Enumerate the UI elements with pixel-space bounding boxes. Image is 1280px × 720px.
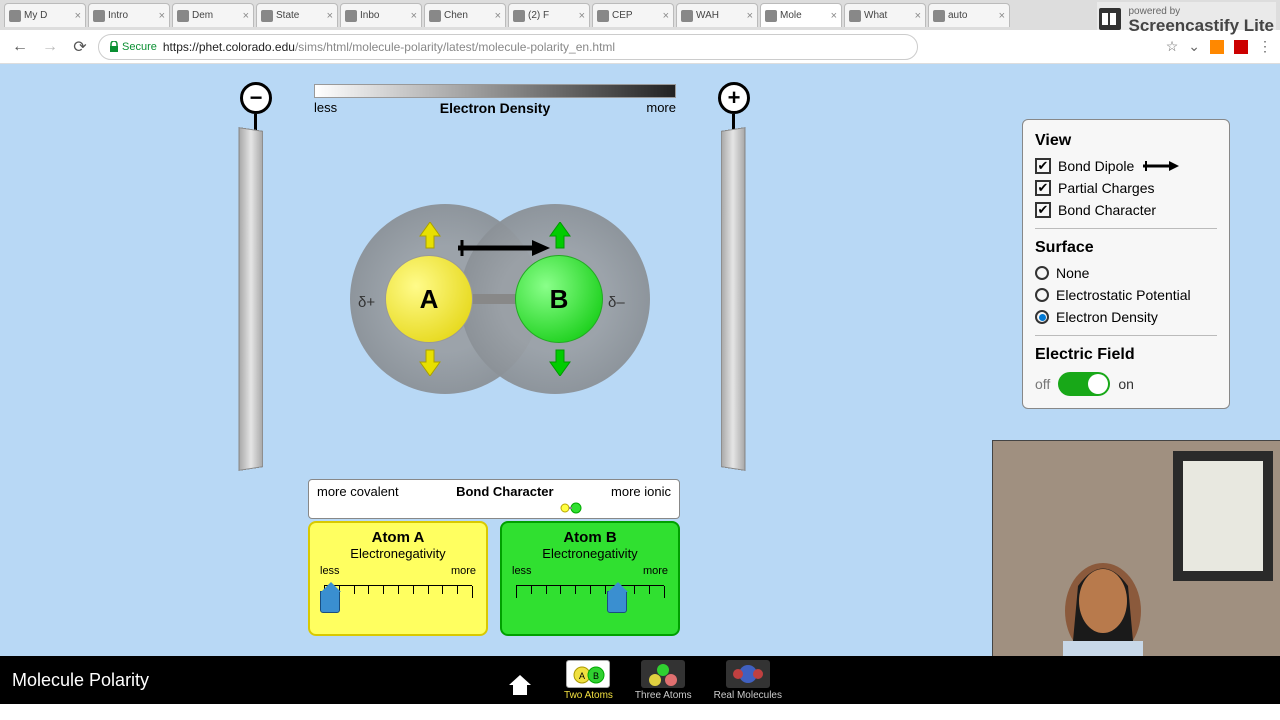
ef-on-label: on [1118, 376, 1134, 392]
atom-b-en-slider[interactable] [607, 591, 627, 613]
star-icon[interactable]: ☆ [1166, 38, 1179, 55]
browser-tab[interactable]: WAH× [676, 3, 758, 27]
svg-text:B: B [593, 671, 599, 681]
three-atoms-tab[interactable]: Three Atoms [635, 660, 692, 701]
ef-heading: Electric Field [1035, 346, 1217, 364]
view-heading: View [1035, 132, 1217, 150]
delta-minus: δ– [608, 294, 625, 311]
atom-a-en-slider[interactable] [320, 591, 340, 613]
close-tab-icon[interactable]: × [576, 10, 585, 22]
browser-tab[interactable]: (2) F× [508, 3, 590, 27]
force-arrow-up-icon [548, 222, 572, 250]
bond-character-bar: more covalent Bond Character more ionic [308, 479, 680, 519]
menu-icon[interactable]: ⋮ [1258, 38, 1272, 55]
two-atoms-tab[interactable]: AB Two Atoms [564, 660, 613, 701]
electric-field-toggle[interactable] [1058, 372, 1110, 396]
browser-tab[interactable]: CEP× [592, 3, 674, 27]
close-tab-icon[interactable]: × [156, 10, 165, 22]
browser-tab[interactable]: What× [844, 3, 926, 27]
close-tab-icon[interactable]: × [492, 10, 501, 22]
browser-tab[interactable]: Mole× [760, 3, 842, 27]
delta-plus: δ+ [358, 294, 375, 311]
browser-tab[interactable]: State× [256, 3, 338, 27]
url-path: /sims/html/molecule-polarity/latest/mole… [295, 40, 615, 54]
force-arrow-up-icon [418, 222, 442, 250]
atom-a-title: Atom A [316, 529, 480, 546]
force-arrow-down-icon [418, 348, 442, 376]
surface-ed-radio[interactable]: Electron Density [1035, 309, 1217, 325]
address-bar: ← → ⟳ Secure https://phet.colorado.edu/s… [0, 30, 1280, 64]
ext1-icon[interactable] [1210, 40, 1224, 54]
left-plate[interactable] [239, 127, 263, 471]
home-button[interactable] [498, 671, 542, 701]
browser-tab[interactable]: My D× [4, 3, 86, 27]
close-tab-icon[interactable]: × [240, 10, 249, 22]
pocket-icon[interactable]: ⌄ [1188, 38, 1200, 55]
positive-terminal: + [718, 82, 750, 114]
browser-tab[interactable]: Inbo× [340, 3, 422, 27]
secure-indicator: Secure [109, 41, 157, 53]
browser-tab[interactable]: auto× [928, 3, 1010, 27]
bc-title: Bond Character [456, 484, 554, 499]
screencastify-watermark: powered by Screencastify Lite [1097, 2, 1276, 36]
real-molecules-tab[interactable]: Real Molecules [714, 660, 782, 701]
negative-terminal: − [240, 82, 272, 114]
bc-indicator-icon [559, 502, 583, 514]
sim-title: Molecule Polarity [12, 670, 149, 691]
controls-panel: View ✔Bond Dipole ✔Partial Charges ✔Bond… [1022, 119, 1230, 409]
density-more-label: more [646, 100, 676, 115]
atom-b-en-panel: Atom B Electronegativity lessmore [500, 521, 680, 636]
close-tab-icon[interactable]: × [744, 10, 753, 22]
browser-tab[interactable]: Dem× [172, 3, 254, 27]
sim-bottom-bar: Molecule Polarity AB Two Atoms Three Ato… [0, 656, 1280, 704]
close-tab-icon[interactable]: × [912, 10, 921, 22]
partial-charges-checkbox[interactable]: ✔Partial Charges [1035, 180, 1217, 196]
electron-density-scale: less more Electron Density [314, 84, 676, 115]
browser-tabs: My D×Intro×Dem×State×Inbo×Chen×(2) F×CEP… [0, 0, 1280, 30]
en-subtitle: Electronegativity [508, 546, 672, 561]
close-tab-icon[interactable]: × [828, 10, 837, 22]
browser-tab[interactable]: Chen× [424, 3, 506, 27]
density-title: Electron Density [440, 100, 550, 116]
atom-b[interactable]: B [515, 255, 603, 343]
forward-button[interactable]: → [38, 35, 62, 59]
density-less-label: less [314, 100, 337, 115]
surface-none-radio[interactable]: None [1035, 265, 1217, 281]
atom-b-title: Atom B [508, 529, 672, 546]
bc-ionic-label: more ionic [611, 484, 671, 499]
close-tab-icon[interactable]: × [660, 10, 669, 22]
close-tab-icon[interactable]: × [72, 10, 81, 22]
webcam-overlay [992, 440, 1280, 656]
surface-ep-radio[interactable]: Electrostatic Potential [1035, 287, 1217, 303]
back-button[interactable]: ← [8, 35, 32, 59]
atom-a[interactable]: A [385, 255, 473, 343]
close-tab-icon[interactable]: × [324, 10, 333, 22]
reload-button[interactable]: ⟳ [68, 35, 92, 59]
browser-tab[interactable]: Intro× [88, 3, 170, 27]
surface-heading: Surface [1035, 239, 1217, 257]
ext2-icon[interactable] [1234, 40, 1248, 54]
bond-dipole-arrow [454, 238, 554, 258]
simulation-area: less more Electron Density − + A B δ+ δ–… [0, 64, 1280, 656]
molecule[interactable]: A B δ+ δ– [350, 194, 650, 414]
url-host: https://phet.colorado.edu [163, 40, 295, 54]
right-plate[interactable] [721, 127, 745, 471]
close-tab-icon[interactable]: × [996, 10, 1005, 22]
bond-character-checkbox[interactable]: ✔Bond Character [1035, 202, 1217, 218]
url-input[interactable]: Secure https://phet.colorado.edu/sims/ht… [98, 34, 918, 60]
bc-covalent-label: more covalent [317, 484, 399, 499]
close-tab-icon[interactable]: × [408, 10, 417, 22]
force-arrow-down-icon [548, 348, 572, 376]
svg-text:A: A [579, 671, 585, 681]
atom-a-en-panel: Atom A Electronegativity lessmore [308, 521, 488, 636]
ef-off-label: off [1035, 376, 1050, 392]
en-subtitle: Electronegativity [316, 546, 480, 561]
bond-dipole-checkbox[interactable]: ✔Bond Dipole [1035, 158, 1217, 174]
